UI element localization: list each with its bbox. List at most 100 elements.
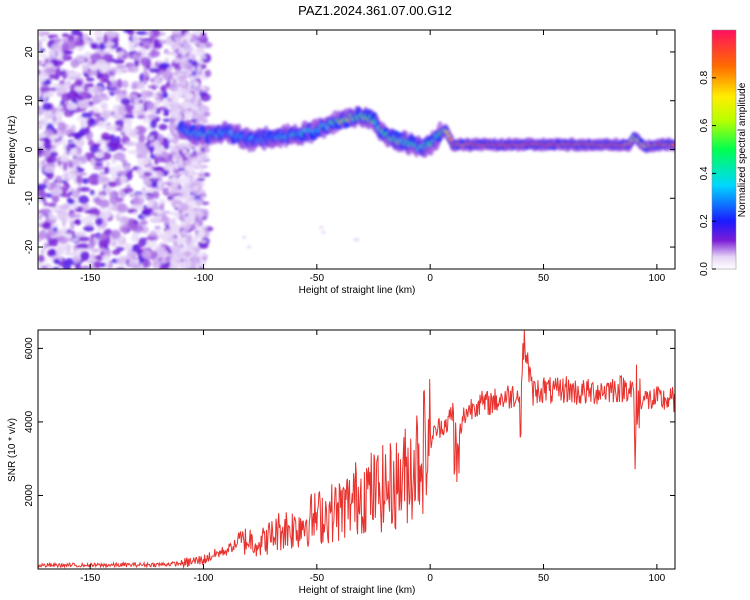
spectrogram-ytick-label: -10: [24, 191, 35, 206]
noise-blob: [133, 97, 140, 105]
noise-blob: [148, 30, 153, 37]
noise-blob: [155, 98, 161, 106]
noise-blob: [179, 80, 187, 87]
noise-blob: [52, 115, 57, 122]
noise-blob: [201, 50, 205, 56]
noise-blob: [121, 126, 133, 134]
noise-blob: [38, 124, 43, 130]
noise-blob: [168, 122, 177, 131]
noise-blob: [81, 177, 90, 184]
noise-blob: [98, 242, 105, 250]
noise-blob: [62, 53, 68, 62]
noise-blob: [170, 226, 176, 235]
noise-blob: [93, 157, 104, 162]
noise-blob: [70, 124, 76, 133]
noise-blob: [43, 166, 56, 174]
noise-blob: [141, 250, 152, 259]
noise-blob: [117, 106, 127, 116]
noise-blob: [38, 89, 42, 99]
noise-blob: [150, 230, 157, 236]
noise-blob: [151, 180, 158, 188]
noise-blob: [154, 146, 164, 152]
noise-blob: [93, 162, 104, 167]
noise-blob: [101, 132, 111, 141]
noise-blob: [151, 191, 160, 199]
colorbar-tick-label: 0.0: [699, 262, 710, 276]
noise-blob: [193, 157, 202, 161]
spectrogram-ytick-label: 10: [24, 95, 35, 107]
noise-blob: [194, 88, 200, 95]
noise-blob: [181, 147, 188, 153]
noise-blob: [73, 132, 80, 139]
snr-xtick-label: 100: [649, 573, 666, 584]
noise-blob: [132, 211, 138, 216]
noise-blob: [174, 202, 180, 208]
noise-blob: [83, 225, 95, 232]
noise-blob: [188, 178, 193, 184]
noise-blob: [100, 109, 113, 119]
noise-blob: [187, 143, 193, 148]
noise-blob: [61, 217, 67, 227]
noise-blob: [176, 114, 183, 121]
noise-blob: [92, 85, 100, 95]
noise-blob: [128, 222, 139, 232]
noise-blob: [113, 89, 124, 95]
noise-blob: [118, 189, 124, 197]
noise-blob: [46, 231, 58, 236]
noise-blob: [89, 189, 95, 196]
noise-blob: [56, 229, 65, 236]
noise-blob: [200, 195, 206, 200]
noise-blob: [78, 195, 90, 205]
noise-blob: [139, 73, 144, 83]
noise-blob: [141, 186, 147, 195]
noise-blob: [123, 54, 133, 59]
noise-blob: [186, 234, 193, 242]
noise-blob: [172, 153, 179, 160]
noise-blob: [190, 259, 197, 268]
colorbar-tick-label: 0.4: [699, 166, 710, 180]
noise-blob: [114, 111, 120, 115]
noise-blob: [183, 251, 192, 256]
noise-blob: [132, 35, 140, 43]
noise-blob: [189, 92, 193, 99]
noise-blob: [96, 175, 108, 184]
snr-series-line: [38, 330, 675, 569]
noise-blob: [62, 261, 72, 269]
spectrogram-xtick-label: -50: [310, 273, 325, 284]
noise-blob: [117, 203, 128, 213]
noise-blob: [90, 157, 96, 167]
noise-blob: [146, 238, 157, 249]
noise-blob: [178, 75, 187, 82]
noise-blob: [188, 112, 194, 117]
noise-blob: [58, 157, 70, 163]
spectrogram-heatmap: [38, 30, 675, 269]
noise-blob: [81, 155, 88, 165]
noise-blob: [76, 54, 87, 64]
noise-blob: [153, 76, 161, 87]
noise-blob: [161, 91, 169, 99]
noise-blob: [50, 52, 57, 59]
noise-blob: [75, 262, 82, 269]
colorbar-tick-label: 0.6: [699, 118, 710, 132]
noise-blob: [114, 119, 125, 127]
noise-blob: [150, 94, 159, 99]
noise-blob: [136, 114, 146, 119]
noise-blob: [54, 67, 62, 78]
noise-blob: [132, 196, 145, 206]
noise-blob: [121, 80, 129, 89]
noise-blob: [185, 73, 190, 79]
noise-blob: [99, 194, 106, 199]
noise-blob: [195, 35, 206, 39]
noise-blob: [180, 223, 184, 227]
noise-blob: [172, 110, 181, 116]
noise-blob: [42, 102, 53, 111]
noise-blob: [97, 120, 105, 129]
noise-blob: [64, 50, 73, 55]
noise-blob: [145, 76, 150, 81]
noise-blob: [113, 58, 125, 65]
noise-blob: [154, 156, 166, 163]
noise-blob: [120, 132, 127, 136]
colorbar: 0.0 0.2 0.4 0.6 0.8 Normalized spectral ampl…: [699, 29, 748, 276]
noise-blob: [64, 216, 72, 222]
